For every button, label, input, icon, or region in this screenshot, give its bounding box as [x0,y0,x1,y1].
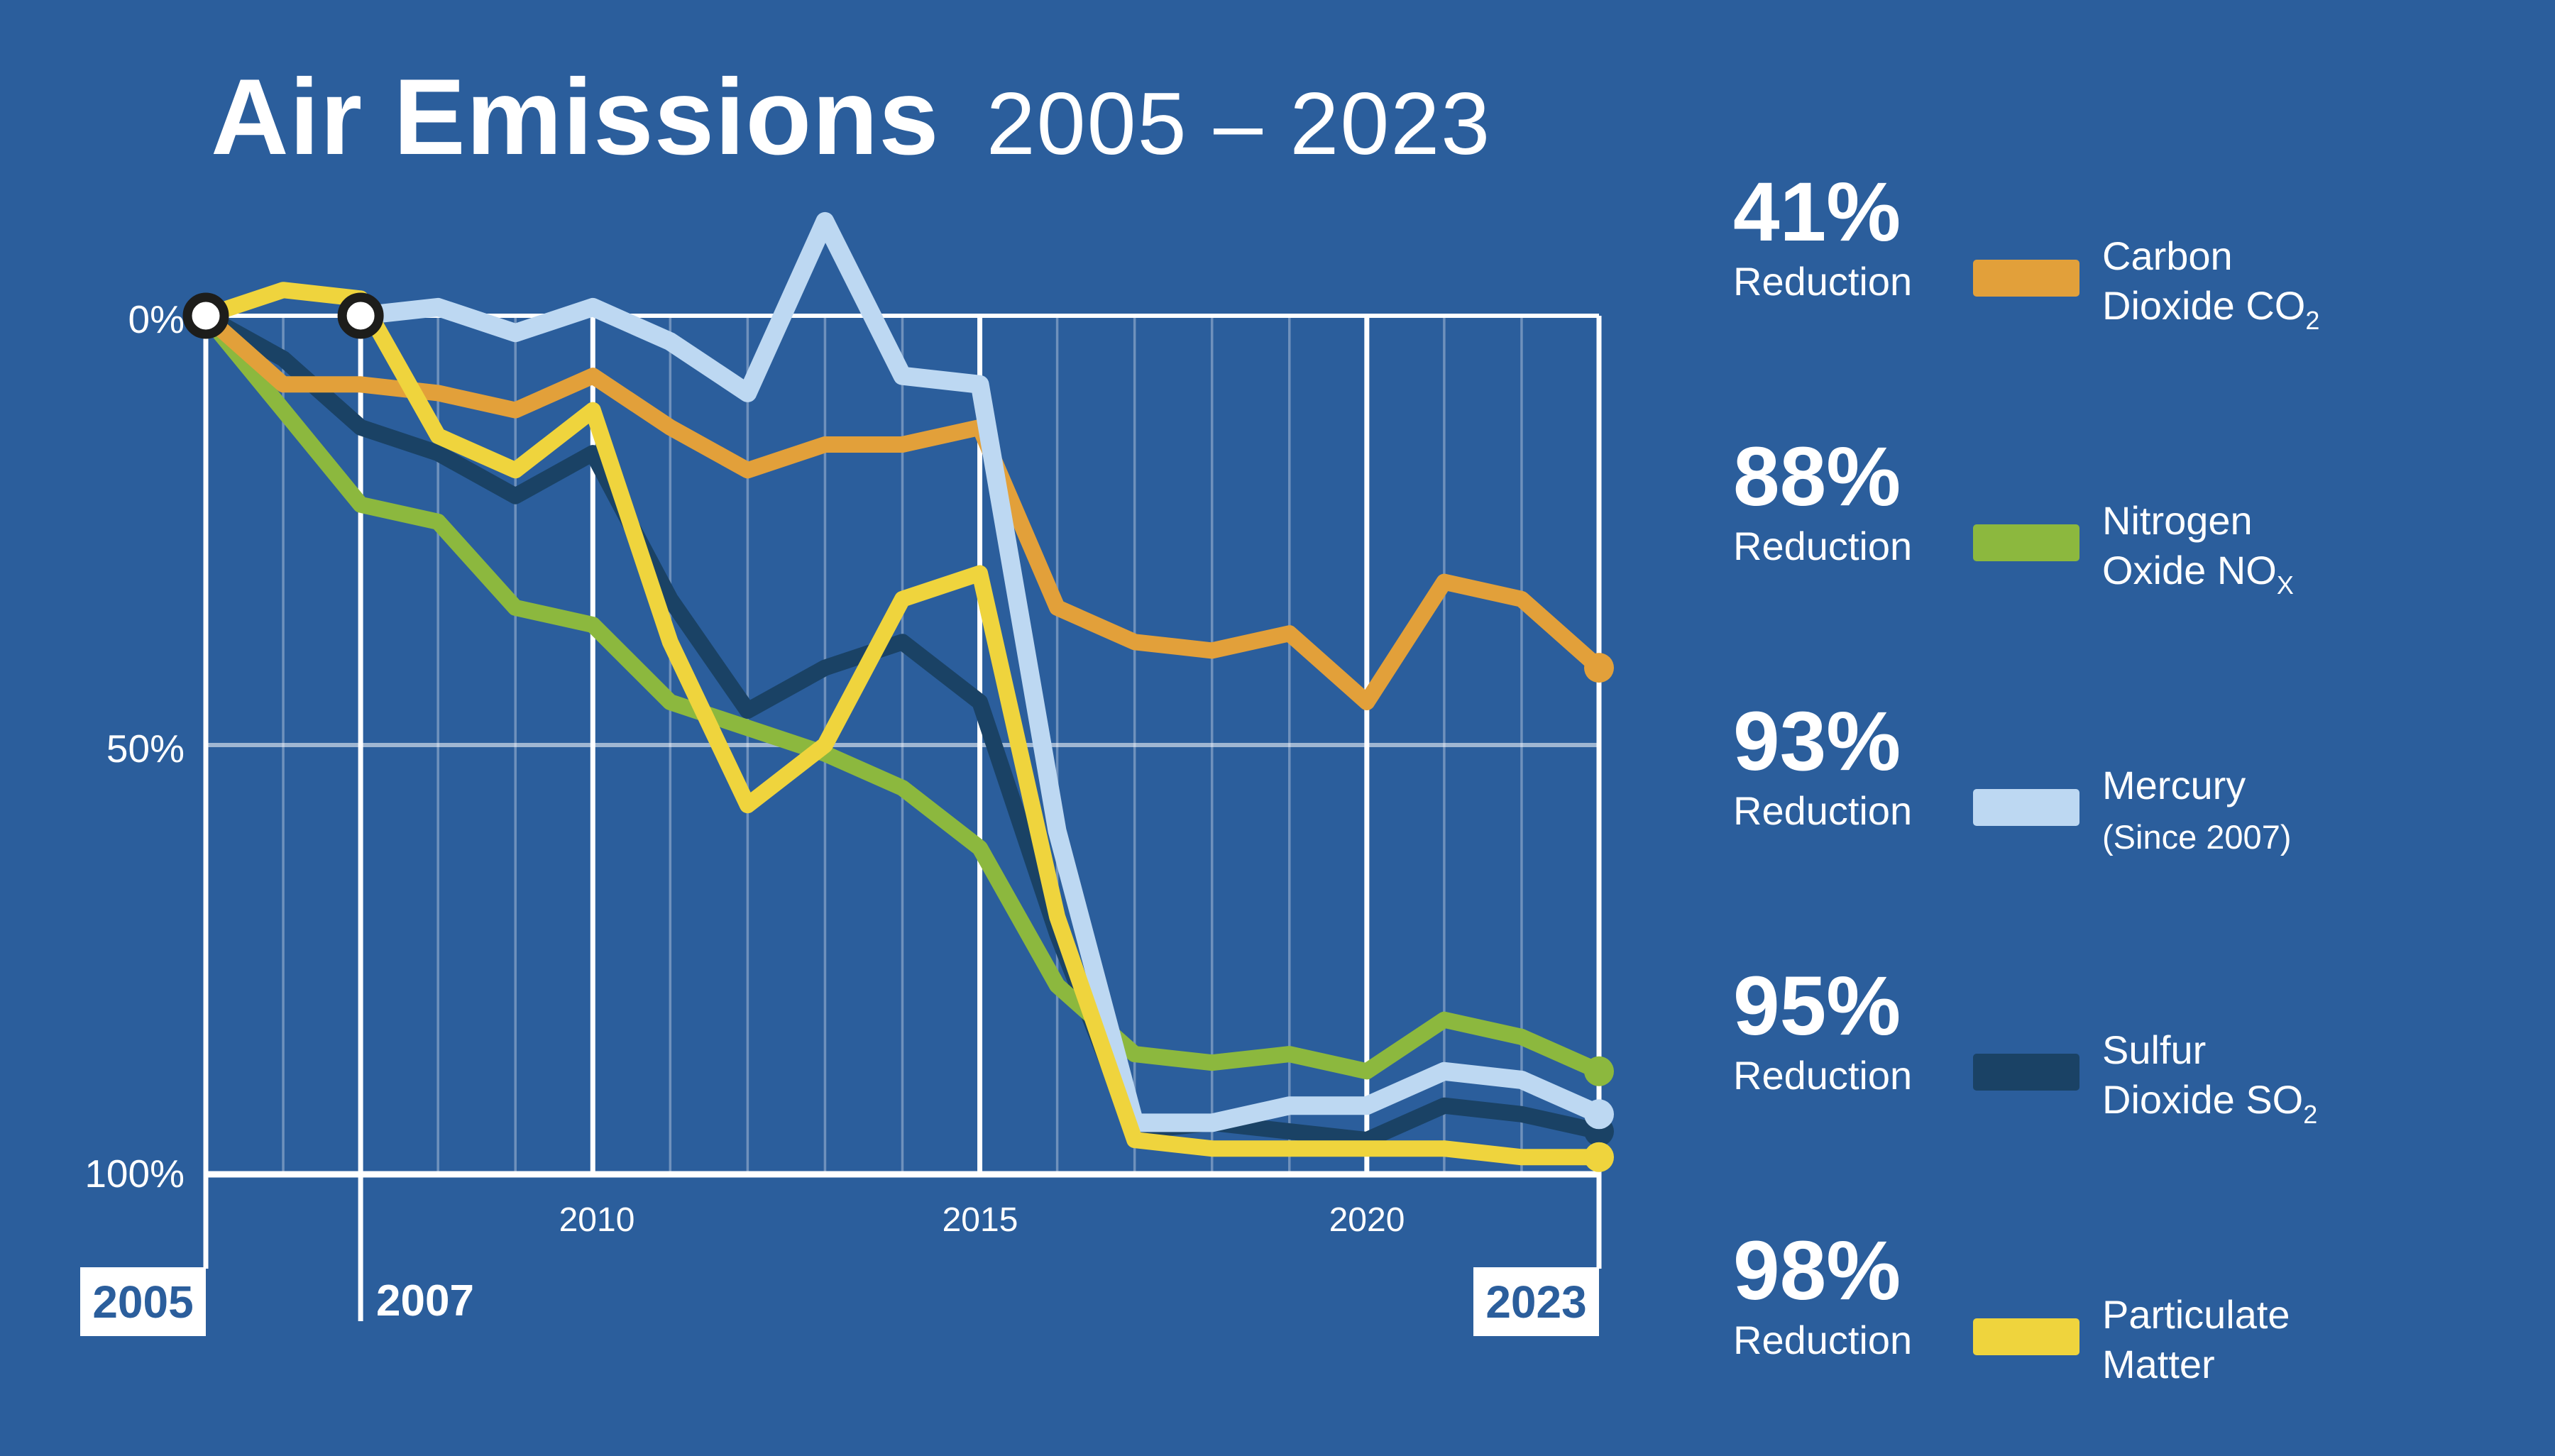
legend-swatch-mercury [1973,789,2079,826]
x-tick-2015: 2015 [942,1201,1018,1239]
year-box-2023: 2023 [1473,1267,1599,1336]
legend-item-pm: 98% Reduction Particulate Matter [1733,1229,2528,1456]
series-line-co2 [197,307,1608,710]
y-axis-label-50: 50% [106,727,185,771]
legend-reduction-co2: Reduction [1733,259,1913,304]
legend-item-so2: 95% Reduction Sulfur Dioxide SO2 [1733,964,2528,1191]
legend-name-pm: Particulate Matter [2102,1292,2290,1386]
legend-percent-so2: 95% [1733,959,1901,1053]
legend-percent-nox: 88% [1733,430,1901,524]
end-dot-mercury [1584,1099,1614,1130]
year-label-2007: 2007 [376,1276,474,1325]
start-circle-2007 [337,292,384,339]
y-axis-label-100: 100% [84,1152,185,1196]
x-tick-2010: 2010 [559,1201,635,1239]
series-line-mercury [351,211,1608,1132]
legend-swatch-so2 [1973,1054,2079,1091]
legend-name-mercury: Mercury (Since 2007) [2102,763,2292,856]
legend-name-co2: Carbon Dioxide CO2 [2102,233,2320,335]
legend-item-nox: 88% Reduction Nitrogen Oxide NOX [1733,435,2528,662]
legend-percent-co2: 41% [1733,165,1901,259]
series-line-nox [197,307,1608,1080]
legend-reduction-so2: Reduction [1733,1053,1913,1098]
series-line-so2 [197,307,1608,1149]
legend-reduction-pm: Reduction [1733,1318,1913,1362]
year-box-2005: 2005 [80,1267,206,1336]
end-dot-pm [1584,1142,1614,1172]
title-text: Air Emissions [211,57,940,177]
legend-percent-mercury: 93% [1733,695,1901,788]
start-circle-2005 [182,292,229,339]
legend-item-co2: 41% Reduction Carbon Dioxide CO2 [1733,170,2528,397]
legend-swatch-co2 [1973,260,2079,297]
legend-item-mercury: 93% Reduction Mercury (Since 2007) [1733,700,2528,927]
x-tick-2020: 2020 [1329,1201,1405,1239]
end-dot-nox [1584,1056,1614,1086]
legend-swatch-nox [1973,524,2079,561]
page-title: Air Emissions 2005 – 2023 [211,55,1491,180]
legend-swatch-pm [1973,1318,2079,1355]
y-axis-label-0: 0% [128,297,185,341]
end-dot-co2 [1584,653,1614,683]
legend-percent-pm: 98% [1733,1224,1901,1318]
legend-reduction-mercury: Reduction [1733,788,1913,833]
emissions-line-chart [182,211,1614,1321]
legend-name-nox: Nitrogen Oxide NOX [2102,498,2294,600]
legend-name-so2: Sulfur Dioxide SO2 [2102,1027,2318,1129]
title-year-range: 2005 – 2023 [986,75,1492,173]
legend-reduction-nox: Reduction [1733,524,1913,568]
series-line-pm [197,282,1608,1166]
